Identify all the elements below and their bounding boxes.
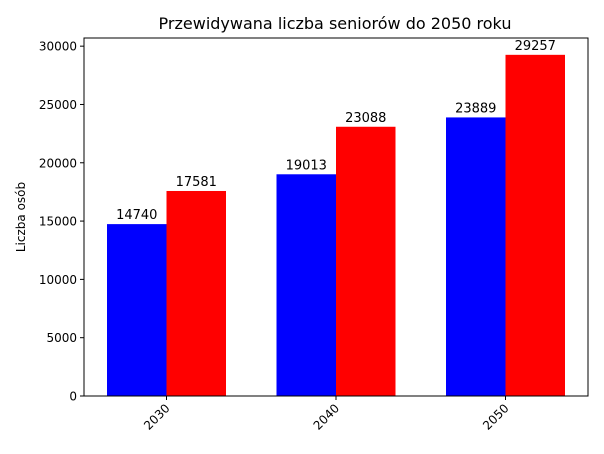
y-tick-label-15000: 15000 [39, 215, 77, 229]
data-label-2050-series-1: 23889 [455, 101, 496, 116]
x-tick-label-2040: 2040 [311, 401, 342, 432]
y-axis-label: Liczba osób [14, 182, 28, 252]
x-tick-label-2030: 2030 [141, 401, 172, 432]
data-label-2030-series-1: 14740 [116, 208, 157, 223]
y-tick-label-10000: 10000 [39, 273, 77, 287]
bars-layer [107, 54, 565, 397]
bar-2050-series-2 [505, 54, 565, 396]
bar-2050-series-1 [446, 117, 506, 397]
data-label-2040-series-2: 23088 [345, 111, 386, 126]
y-tick-label-0: 0 [69, 390, 77, 404]
chart-title: Przewidywana liczba seniorów do 2050 rok… [159, 14, 512, 33]
y-tick-label-5000: 5000 [46, 331, 77, 345]
data-labels-layer: 14740 17581 19013 23088 23889 29257 [116, 39, 556, 223]
bar-2040-series-1 [276, 174, 336, 396]
plot-frame [83, 37, 589, 397]
bar-2040-series-2 [336, 126, 396, 396]
data-label-2030-series-2: 17581 [176, 175, 217, 190]
y-tick-label-25000: 25000 [39, 98, 77, 112]
bar-2030-series-2 [166, 190, 226, 396]
data-label-2040-series-1: 19013 [286, 158, 327, 173]
y-tick-label-30000: 30000 [39, 40, 77, 54]
x-tick-label-2050: 2050 [480, 401, 511, 432]
bar-2030-series-1 [107, 224, 167, 396]
x-axis: 2030 2040 2050 [141, 396, 512, 433]
data-label-2050-series-2: 29257 [515, 39, 556, 54]
y-axis: 0 5000 10000 15000 20000 25000 30000 [39, 40, 84, 404]
y-tick-label-20000: 20000 [39, 156, 77, 170]
